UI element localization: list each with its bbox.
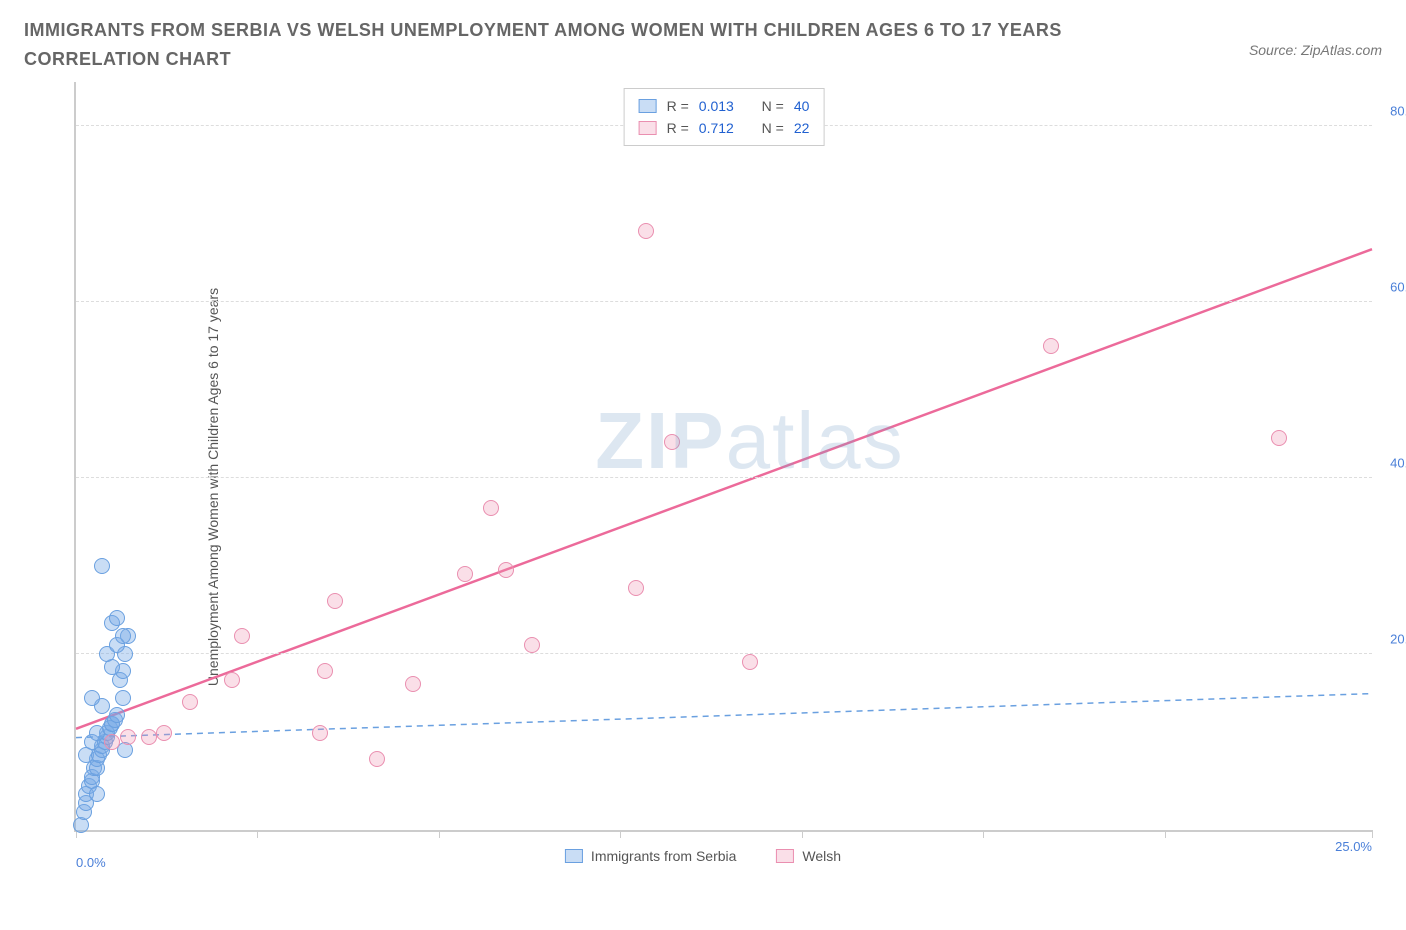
watermark-zip: ZIP [595, 396, 725, 485]
data-point-pink [628, 580, 644, 596]
data-point-pink [638, 223, 654, 239]
data-point-pink [524, 637, 540, 653]
x-tick [620, 830, 621, 838]
data-point-pink [104, 734, 120, 750]
data-point-blue [109, 707, 125, 723]
legend-r-value-pink: 0.712 [699, 117, 734, 139]
trendline-blue [76, 693, 1372, 737]
chart-title: IMMIGRANTS FROM SERBIA VS WELSH UNEMPLOY… [24, 16, 1124, 74]
legend-r-label: R = [667, 117, 689, 139]
legend-n-value-blue: 40 [794, 95, 810, 117]
legend-n-label: N = [762, 95, 784, 117]
gridline [76, 653, 1372, 654]
data-point-pink [1271, 430, 1287, 446]
data-point-blue [115, 690, 131, 706]
legend-n-label: N = [762, 117, 784, 139]
legend-n-value-pink: 22 [794, 117, 810, 139]
x-tick [1165, 830, 1166, 838]
data-point-pink [483, 500, 499, 516]
data-point-pink [224, 672, 240, 688]
gridline [76, 301, 1372, 302]
watermark-atlas: atlas [726, 396, 905, 485]
data-point-pink [312, 725, 328, 741]
legend-swatch-pink [776, 849, 794, 863]
data-point-pink [1043, 338, 1059, 354]
data-point-pink [369, 751, 385, 767]
legend-r-label: R = [667, 95, 689, 117]
data-point-pink [234, 628, 250, 644]
data-point-blue [115, 628, 131, 644]
legend-swatch-blue [639, 99, 657, 113]
data-point-blue [109, 610, 125, 626]
data-point-pink [156, 725, 172, 741]
x-tick [802, 830, 803, 838]
y-tick-label: 60.0% [1390, 279, 1406, 294]
source-attribution: Source: ZipAtlas.com [1249, 42, 1382, 58]
x-tick-label: 25.0% [1335, 839, 1372, 854]
x-tick [439, 830, 440, 838]
y-tick-label: 80.0% [1390, 103, 1406, 118]
data-point-pink [317, 663, 333, 679]
watermark: ZIPatlas [595, 395, 904, 487]
data-point-blue [84, 690, 100, 706]
legend-stats-row-blue: R = 0.013 N = 40 [639, 95, 810, 117]
legend-label-welsh: Welsh [802, 848, 841, 864]
x-tick [983, 830, 984, 838]
chart-container: Unemployment Among Women with Children A… [24, 82, 1382, 892]
data-point-pink [457, 566, 473, 582]
data-point-pink [120, 729, 136, 745]
legend-item-serbia: Immigrants from Serbia [565, 848, 736, 864]
data-point-blue [94, 558, 110, 574]
legend-swatch-blue [565, 849, 583, 863]
trendline-pink [76, 249, 1372, 729]
plot-area: ZIPatlas R = 0.013 N = 40 R = 0.712 N = … [74, 82, 1372, 832]
x-tick [257, 830, 258, 838]
y-tick-label: 20.0% [1390, 631, 1406, 646]
legend-bottom: Immigrants from Serbia Welsh [565, 848, 841, 864]
data-point-pink [405, 676, 421, 692]
data-point-pink [498, 562, 514, 578]
legend-r-value-blue: 0.013 [699, 95, 734, 117]
y-tick-label: 40.0% [1390, 455, 1406, 470]
data-point-pink [141, 729, 157, 745]
data-point-pink [327, 593, 343, 609]
trendlines-svg [76, 82, 1372, 830]
x-tick-label: 0.0% [76, 855, 106, 870]
legend-swatch-pink [639, 121, 657, 135]
gridline [76, 477, 1372, 478]
x-tick [1372, 830, 1373, 838]
legend-stats-box: R = 0.013 N = 40 R = 0.712 N = 22 [624, 88, 825, 147]
data-point-pink [664, 434, 680, 450]
data-point-pink [742, 654, 758, 670]
data-point-pink [182, 694, 198, 710]
legend-item-welsh: Welsh [776, 848, 841, 864]
data-point-blue [89, 786, 105, 802]
legend-stats-row-pink: R = 0.712 N = 22 [639, 117, 810, 139]
legend-label-serbia: Immigrants from Serbia [591, 848, 736, 864]
